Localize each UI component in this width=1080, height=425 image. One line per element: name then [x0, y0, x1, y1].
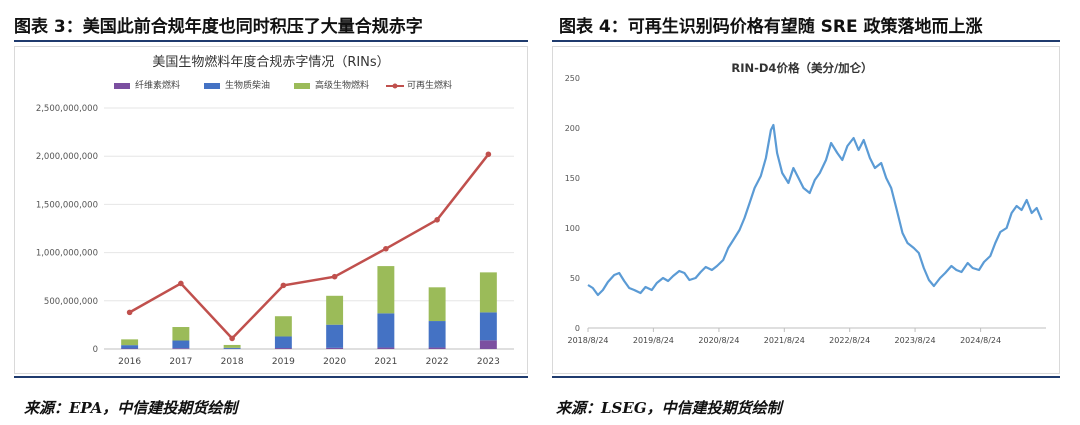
bar-segment [377, 266, 395, 314]
x-tick-label: 2021/8/24 [764, 336, 805, 345]
x-tick-label: 2017 [169, 357, 192, 367]
bar-segment [274, 316, 292, 337]
x-tick-label: 2019/8/24 [633, 336, 674, 345]
renewable-fuel-line [128, 153, 490, 341]
line-point [229, 335, 235, 342]
bar-segment [326, 295, 344, 325]
y-tick-label: 0 [575, 324, 580, 333]
x-tick-label: 2020/8/24 [698, 336, 739, 345]
x-tick-label: 2023/8/24 [895, 336, 936, 345]
bar-segment [121, 339, 139, 346]
bar-segment [479, 272, 497, 313]
bar-segment [377, 313, 395, 348]
x-tick-label: 2019 [272, 357, 295, 367]
y-tick-label: 50 [570, 274, 580, 283]
bar-segment [377, 347, 395, 349]
left-title-rule [14, 40, 528, 42]
right-title-rule [552, 40, 1060, 42]
legend-swatch [204, 83, 220, 89]
line-point [178, 280, 184, 287]
x-tick-label: 2021 [374, 357, 397, 367]
y-tick-label: 500,000,000 [44, 297, 98, 307]
y-tick-label: 200 [565, 124, 580, 133]
x-tick-label: 2024/8/24 [960, 336, 1001, 345]
bar-segment [428, 347, 446, 349]
chart-title: 美国生物燃料年度合规赤字情况（RINs） [152, 54, 389, 70]
x-tick-label: 2022 [426, 357, 449, 367]
legend-label: 可再生燃料 [407, 79, 452, 91]
right-figure-title: 图表 4：可再生识别码价格有望随 SRE 政策落地而上涨 [559, 17, 983, 37]
x-tick-label: 2018 [221, 357, 244, 367]
right-bottom-rule [552, 376, 1060, 378]
x-tick-label: 2022/8/24 [829, 336, 870, 345]
line-point [280, 282, 287, 289]
line-point [434, 217, 440, 223]
chart-frame [552, 46, 1060, 374]
bar-segment [326, 347, 344, 349]
bar-segment [223, 347, 241, 349]
bar-segment [274, 348, 292, 349]
x-tick-label: 2016 [118, 357, 141, 367]
deficit-chart: 美国生物燃料年度合规赤字情况（RINs） 纤维素燃料 生物质柴油 高级生物燃料 可再生燃… [14, 46, 528, 374]
bar-segment [172, 348, 190, 349]
left-source: 来源：EPA，中信建投期货绘制 [24, 399, 238, 417]
legend-label: 纤维素燃料 [135, 79, 180, 91]
bar-segment [274, 336, 292, 349]
rin-price-chart: RIN-D4价格（美分/加仑） 0 50 100 150 200 250 2018/8/24 2… [552, 46, 1060, 374]
bar-segment [172, 340, 190, 349]
bar-segment [223, 344, 241, 348]
right-source: 来源：LSEG，中信建投期货绘制 [556, 399, 782, 417]
line-point [331, 273, 338, 280]
y-tick-label: 150 [565, 174, 580, 183]
legend-swatch [114, 83, 130, 89]
left-bottom-rule [14, 376, 528, 378]
bar-segment [428, 287, 446, 322]
rin-d4-price-line [587, 123, 1043, 297]
y-tick-label: 100 [565, 224, 580, 233]
bar-segment [326, 324, 344, 348]
y-tick-label: 1,000,000,000 [36, 249, 98, 259]
bar-segment [428, 321, 446, 348]
x-tick-label: 2020 [323, 357, 346, 367]
y-tick-label: 2,000,000,000 [36, 152, 98, 162]
y-tick-label: 250 [565, 74, 580, 83]
line-point [485, 151, 492, 158]
bar-segment [121, 345, 139, 349]
legend-marker [392, 83, 398, 89]
bar-segment [479, 340, 497, 349]
line-point [383, 245, 389, 252]
legend-swatch [294, 83, 310, 89]
x-tick-label: 2023 [477, 357, 500, 367]
left-figure-title: 图表 3：美国此前合规年度也同时积压了大量合规赤字 [14, 17, 423, 37]
line-point [126, 309, 133, 316]
legend-label: 高级生物燃料 [315, 79, 369, 91]
legend-label: 生物质柴油 [225, 79, 270, 91]
chart-title: RIN-D4价格（美分/加仑） [731, 61, 872, 75]
y-tick-label: 1,500,000,000 [36, 200, 98, 210]
bar-segment [479, 312, 497, 341]
y-tick-label: 2,500,000,000 [36, 104, 98, 114]
x-tick-label: 2018/8/24 [567, 336, 608, 345]
bar-segment [172, 327, 190, 341]
y-tick-label: 0 [93, 345, 98, 355]
